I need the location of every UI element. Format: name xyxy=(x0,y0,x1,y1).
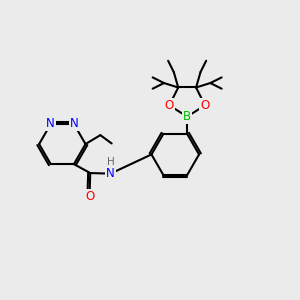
Text: B: B xyxy=(183,110,191,123)
Text: N: N xyxy=(70,118,78,130)
Text: N: N xyxy=(106,167,115,180)
Text: O: O xyxy=(200,99,210,112)
Text: N: N xyxy=(46,118,55,130)
Text: O: O xyxy=(165,99,174,112)
Text: O: O xyxy=(85,190,94,203)
Text: H: H xyxy=(106,157,114,167)
